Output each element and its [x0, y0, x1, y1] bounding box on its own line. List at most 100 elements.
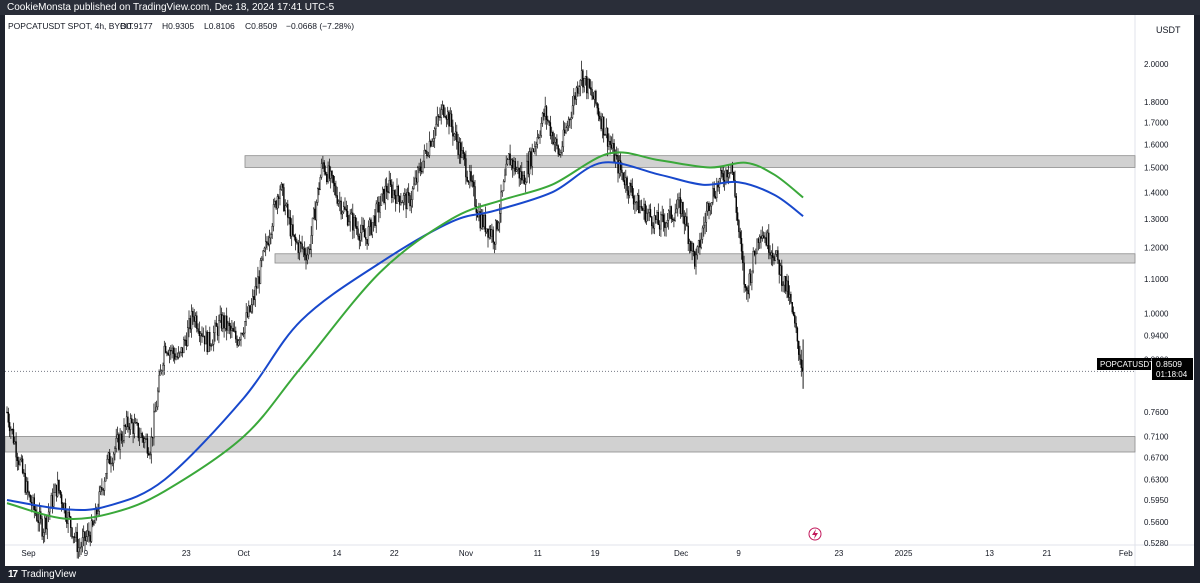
candle-body [251, 296, 254, 305]
candle-body [590, 87, 592, 90]
candle-body [380, 193, 383, 206]
price-chart[interactable]: 2.0000 1.8000 1.7000 1.6000 1.5000 1.4000 1.30… [5, 15, 1194, 566]
candle-body [701, 227, 704, 240]
candle-body [497, 222, 500, 230]
candle-body [379, 205, 381, 213]
candle-body [218, 320, 220, 336]
candle-body [612, 143, 614, 149]
candle-body [198, 331, 201, 337]
candle-body [471, 180, 474, 183]
candle-body [313, 208, 315, 219]
candle-body [734, 179, 736, 197]
candle-body [783, 276, 786, 286]
time-tick-label: Oct [237, 549, 250, 558]
candle-body [101, 487, 103, 490]
candle-body [383, 188, 385, 203]
candle-body [210, 345, 212, 347]
candle-body [530, 151, 532, 167]
legend-high: H0.9305 [162, 21, 194, 31]
candle-body [268, 237, 271, 245]
candle-body [203, 335, 206, 345]
candle-body [535, 144, 537, 147]
price-tick-label: 1.2000 [1144, 244, 1169, 253]
candle-body [708, 203, 710, 211]
candle-body [665, 222, 667, 228]
price-zone [244, 155, 1136, 168]
candle-body [684, 216, 687, 225]
candle-body [601, 116, 604, 130]
candle-body [371, 222, 373, 235]
candle-body [296, 241, 298, 244]
candle-body [199, 333, 202, 337]
candle-body [211, 344, 214, 347]
candle-body [190, 311, 193, 330]
candle-body [428, 141, 431, 156]
candle-body [599, 115, 601, 120]
candle-body [626, 177, 628, 191]
candle-body [315, 202, 318, 221]
candle-body [348, 221, 350, 226]
candle-body [536, 137, 539, 145]
candle-body [17, 460, 20, 465]
footer-bar: 17 TradingView [0, 566, 1200, 583]
candle-body [570, 117, 572, 120]
candle-body [788, 294, 791, 298]
candle-body [521, 171, 523, 181]
candle-body [658, 224, 661, 230]
candle-body [147, 453, 150, 456]
candle-body [779, 265, 782, 275]
candle-body [181, 347, 184, 354]
candle-body [678, 197, 680, 201]
candle-body [736, 212, 739, 221]
candle-body [372, 215, 375, 223]
candle-body [636, 195, 639, 203]
candle-body [297, 242, 299, 253]
candle-body [562, 129, 565, 148]
candle-body [580, 70, 583, 81]
time-tick-label: 11 [534, 549, 543, 558]
candle-body [444, 115, 446, 118]
legend-close: C0.8509 [245, 21, 277, 31]
candle-body [600, 118, 602, 130]
candle-body [699, 240, 701, 248]
candle-body [557, 145, 559, 155]
candle-body [610, 144, 613, 149]
candle-body [666, 220, 669, 224]
candle-body [271, 225, 273, 235]
candle-body [356, 226, 358, 229]
candle-body [772, 252, 774, 258]
candle-body [231, 328, 233, 331]
publish-text: CookieMonsta published on TradingView.co… [7, 2, 335, 13]
candle-body [124, 425, 127, 428]
currency-label[interactable]: USDT [1156, 25, 1181, 35]
candle-body [319, 177, 321, 190]
candle-body [551, 132, 553, 137]
candle-body [72, 536, 75, 538]
tradingview-logo[interactable]: 17 TradingView [8, 569, 76, 580]
event-lightning-icon[interactable] [808, 527, 822, 541]
candle-body [258, 276, 260, 284]
candle-body [99, 487, 102, 492]
candle-body [491, 229, 493, 237]
candle-body [285, 203, 288, 206]
candle-body [250, 304, 253, 312]
candle-body [785, 276, 787, 292]
candle-body [327, 165, 329, 183]
candle-body [11, 429, 13, 431]
candle-body [456, 131, 458, 142]
candle-body [77, 547, 80, 552]
time-tick-label: 9 [736, 549, 741, 558]
candle-body [103, 480, 106, 491]
candle-body [770, 252, 773, 256]
time-tick-label: Feb [1119, 549, 1133, 558]
candle-body [359, 232, 362, 241]
price-tick-label: 2.0000 [1144, 60, 1169, 69]
candle-body [561, 146, 563, 153]
chart-area[interactable]: 2.0000 1.8000 1.7000 1.6000 1.5000 1.4000 1.30… [5, 15, 1194, 566]
candle-body [333, 182, 336, 187]
candle-body [435, 123, 437, 129]
candle-body [482, 214, 484, 227]
candle-body [794, 314, 796, 324]
candle-body [241, 333, 244, 335]
candle-body [136, 422, 138, 424]
